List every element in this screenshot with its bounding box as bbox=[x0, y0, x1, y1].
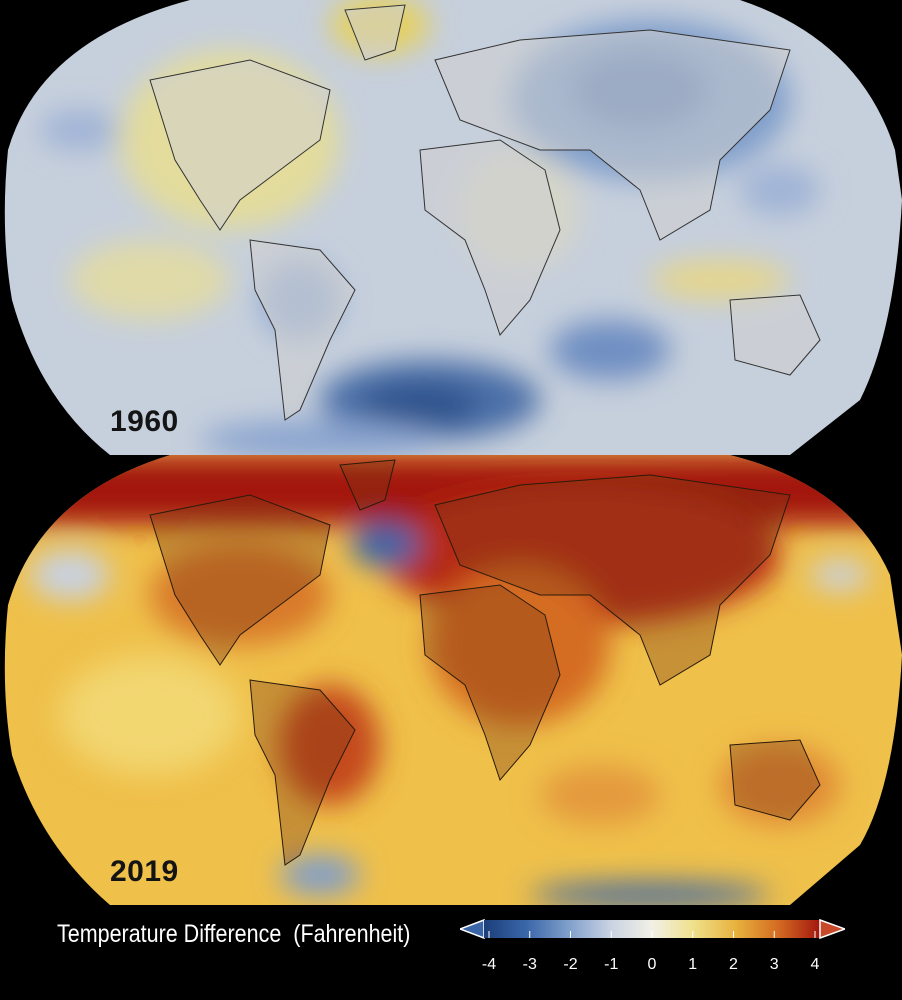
year-label-1960: 1960 bbox=[110, 405, 179, 438]
legend-title: Temperature Difference (Fahrenheit) bbox=[57, 920, 410, 949]
anomaly-field-2019 bbox=[4, 455, 902, 905]
colorbar-tick-label: 1 bbox=[688, 956, 698, 973]
colorbar-ticks bbox=[488, 931, 816, 938]
colorbar bbox=[460, 918, 845, 940]
map-1960-graphic bbox=[4, 0, 902, 455]
colorbar-tick-label: -4 bbox=[481, 956, 497, 973]
map-2019-graphic bbox=[4, 455, 902, 905]
colorbar-tick-label: -1 bbox=[604, 956, 619, 973]
map-2019 bbox=[0, 455, 902, 905]
continents-1960 bbox=[149, 4, 821, 421]
colorbar-tick-label: 2 bbox=[729, 956, 738, 973]
legend-title-text: Temperature Difference bbox=[57, 920, 282, 948]
colorbar-tick-label: 0 bbox=[647, 956, 657, 973]
colorbar-tick-label: -2 bbox=[563, 956, 578, 973]
legend-unit: (Fahrenheit) bbox=[293, 920, 411, 948]
year-label-2019: 2019 bbox=[110, 855, 179, 888]
colorbar-tick-label: 3 bbox=[769, 956, 779, 973]
colorbar-tick-label: 4 bbox=[810, 956, 820, 973]
map-1960 bbox=[0, 0, 902, 455]
colorbar-min-arrow bbox=[460, 918, 485, 940]
colorbar-gradient bbox=[484, 920, 820, 938]
colorbar-max-arrow bbox=[819, 918, 845, 940]
anomaly-field-1960 bbox=[4, 0, 902, 455]
colorbar-tick-label: -3 bbox=[522, 956, 537, 973]
continents-2019 bbox=[149, 459, 821, 866]
